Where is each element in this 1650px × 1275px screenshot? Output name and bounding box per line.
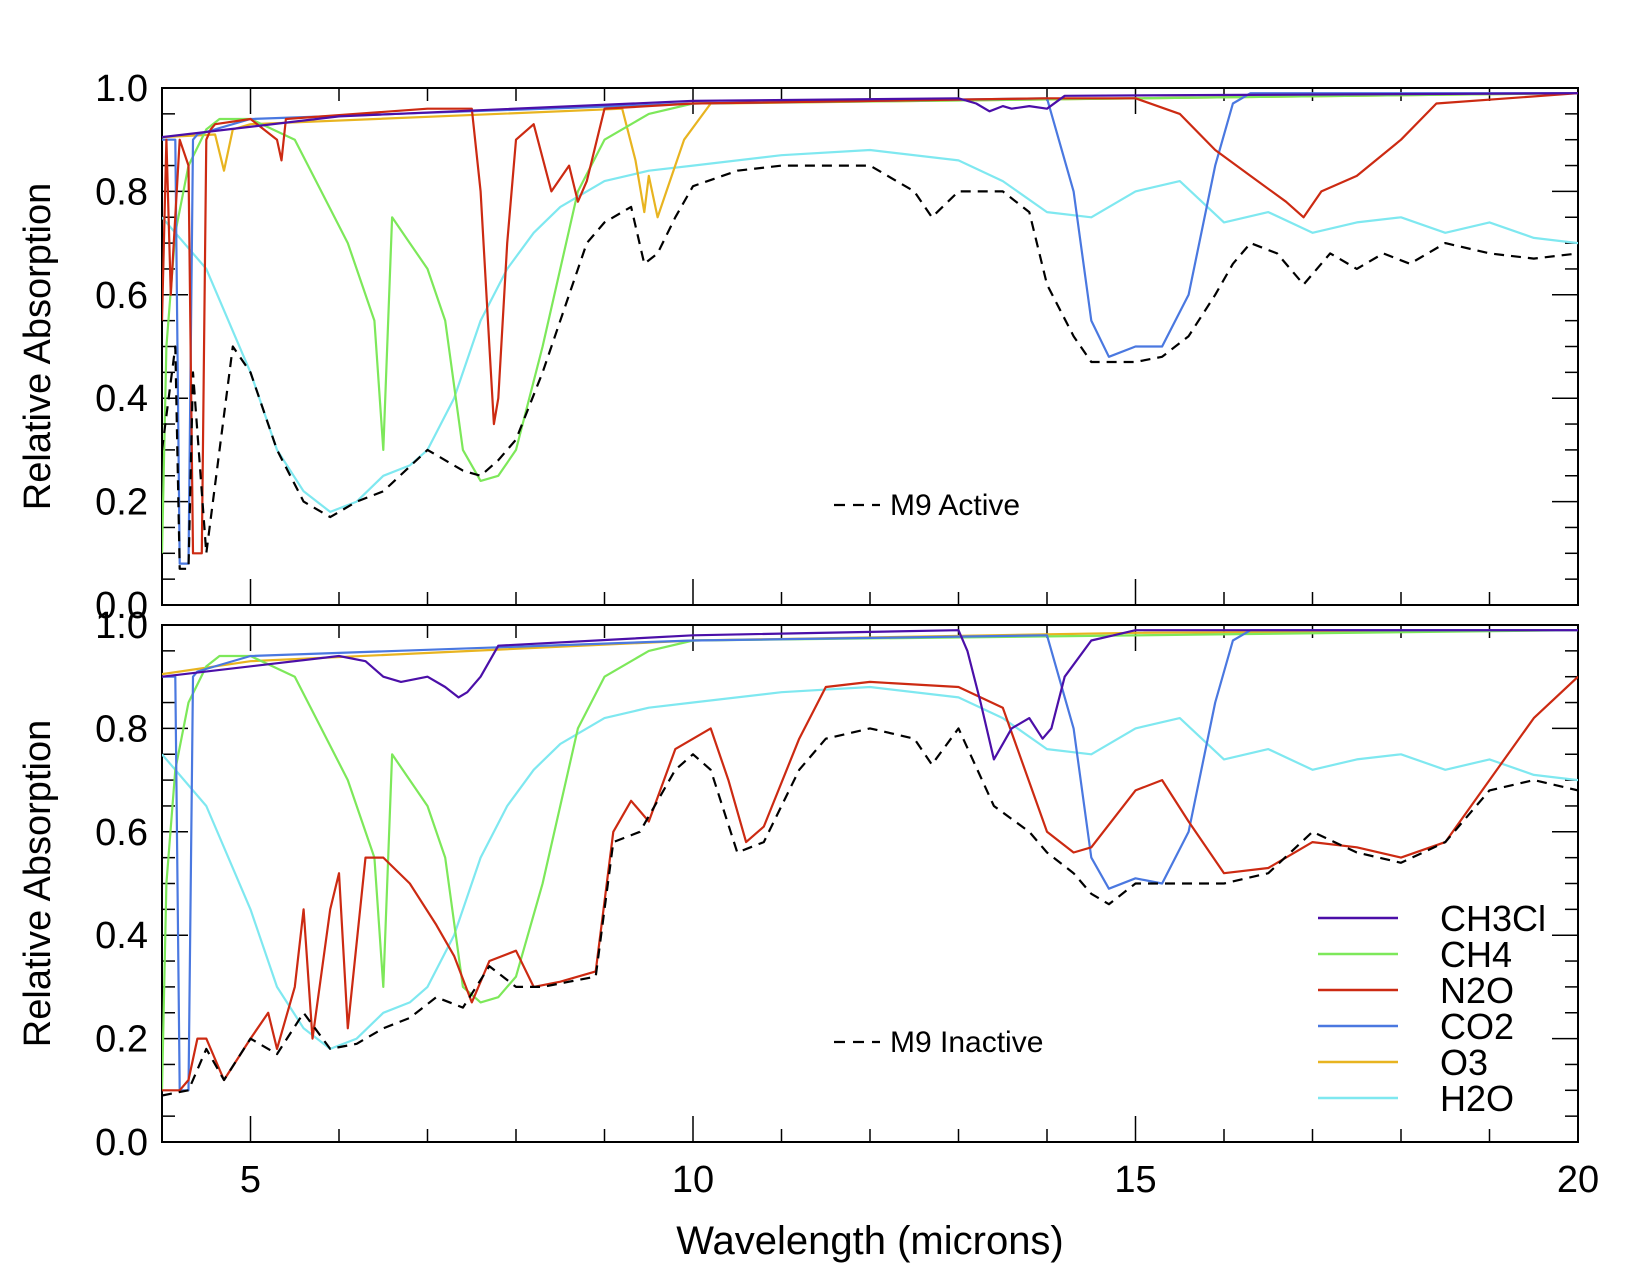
series-group [162, 92, 1578, 570]
x-tick-label: 20 [1557, 1159, 1599, 1201]
axes-frame [161, 87, 1579, 606]
y-tick-label: 0.0 [95, 1122, 148, 1164]
series-line-h2o [162, 685, 1578, 1051]
series-line-ch4 [162, 92, 1578, 554]
y-axis-label: Relative Absorption [17, 183, 59, 510]
annotation-label: M9 Active [890, 489, 1020, 522]
y-tick-label: 0.4 [95, 915, 148, 957]
series-line-co2 [162, 629, 1578, 1092]
panel-1: 0.0 0.2 0.4 0.6 0.8 1.0 Relative Absorption M9 … [17, 68, 1579, 627]
series-line-ch3cl [162, 629, 1578, 761]
y-tick-label: 0.2 [95, 482, 148, 524]
x-tick-label: 15 [1114, 1159, 1156, 1201]
y-tick-label: 1.0 [95, 68, 148, 110]
series-line-ch4 [162, 629, 1578, 1091]
x-tick-label: 10 [672, 1159, 714, 1201]
legend-label-o3: O3 [1440, 1042, 1488, 1083]
legend-label-co2: CO2 [1440, 1006, 1514, 1047]
series-line-o3 [162, 92, 1578, 219]
series-line-total [162, 164, 1578, 570]
legend-label-ch3cl: CH3Cl [1440, 898, 1546, 939]
panel-2: 0.0 0.2 0.4 0.6 0.8 1.0 5 10 15 20 Relative Absorp… [17, 605, 1599, 1263]
y-tick-label: 0.8 [95, 708, 148, 750]
y-tick-label: 0.2 [95, 1019, 148, 1061]
y-tick-label: 0.4 [95, 378, 148, 420]
series-line-n2o [162, 675, 1578, 1092]
series-line-total [162, 727, 1578, 1097]
series-line-ch3cl [162, 92, 1578, 139]
y-tick-label: 0.6 [95, 812, 148, 854]
series-group [162, 629, 1578, 1097]
y-tick-label: 0.0 [95, 585, 148, 627]
legend-label-ch4: CH4 [1440, 934, 1512, 975]
annotation-label: M9 Inactive [890, 1026, 1043, 1059]
y-tick-label: 0.6 [95, 275, 148, 317]
y-tick-label: 1.0 [95, 605, 148, 647]
y-tick-label: 0.8 [95, 171, 148, 213]
x-tick-label: 5 [240, 1159, 261, 1201]
axes-frame [161, 624, 1579, 1143]
legend-label-n2o: N2O [1440, 970, 1514, 1011]
series-line-h2o [162, 148, 1578, 513]
x-axis-label: Wavelength (microns) [676, 1219, 1064, 1263]
series-line-n2o [162, 92, 1578, 555]
y-axis-label: Relative Absorption [17, 720, 59, 1047]
legend-label-h2o: H2O [1440, 1078, 1514, 1119]
